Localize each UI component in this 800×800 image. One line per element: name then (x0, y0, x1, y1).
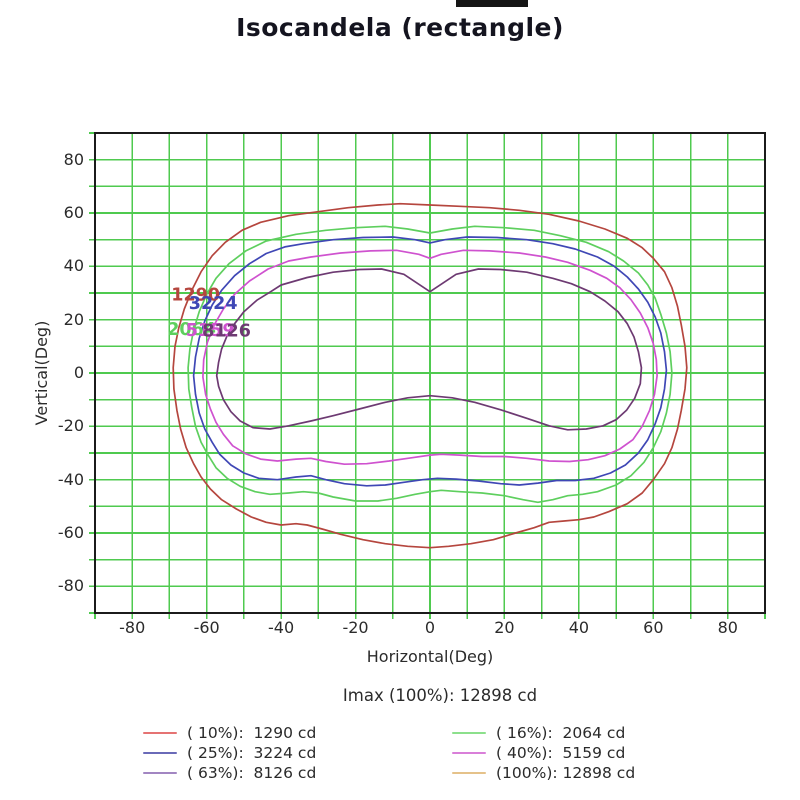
x-axis-title: Horizontal(Deg) (366, 647, 494, 666)
y-tick-label: -60 (57, 523, 84, 542)
legend-label: (100%): 12898 cd (496, 764, 636, 782)
y-tick-label: -20 (57, 416, 84, 436)
x-tick-label: -60 (193, 618, 220, 637)
y-tick-label: -40 (57, 469, 84, 489)
contour-16pct (187, 225, 673, 504)
legend-column-right: ( 16%): 2064 cd ( 40%): 5159 cd (100%): 12… (452, 723, 635, 783)
contour-label-3224: 3224 (189, 294, 238, 314)
top-edge-artifact-bar (456, 0, 528, 7)
imax-label: Imax (100%): 12898 cd (342, 686, 538, 705)
x-tick-label: 80 (717, 618, 738, 637)
legend-swatch-line (452, 752, 486, 754)
contour-label-8126: 8126 (202, 322, 251, 342)
contour-40pct (202, 249, 658, 466)
chart-title: Isocandela (rectangle) (236, 13, 564, 42)
legend-label: ( 25%): 3224 cd (187, 744, 317, 762)
x-tick-label: 0 (424, 618, 436, 637)
legend-row: ( 10%): 1290 cd (143, 723, 316, 743)
contour-label-5159: 5159 (186, 321, 235, 341)
legend-swatch-line (452, 732, 486, 734)
legend-swatch-line (143, 772, 177, 774)
y-tick-label: 0 (73, 363, 84, 382)
legend-label: ( 40%): 5159 cd (496, 744, 626, 762)
contour-label-2064: 2064 (167, 320, 216, 340)
y-tick-label: 60 (63, 203, 84, 222)
x-tick-label: -40 (268, 618, 295, 637)
y-tick-label: -80 (57, 576, 84, 596)
x-tick-label: 40 (568, 618, 590, 637)
plot-border (94, 132, 766, 614)
legend-swatch-line (452, 772, 486, 774)
legend-swatch-line (143, 732, 177, 734)
x-tick-label: 20 (494, 618, 515, 637)
legend-label: ( 16%): 2064 cd (496, 724, 626, 742)
legend-label: ( 10%): 1290 cd (187, 724, 317, 742)
legend-column-left: ( 10%): 1290 cd ( 25%): 3224 cd ( 63%): 81… (143, 723, 316, 783)
y-tick-label: 20 (63, 309, 84, 329)
y-tick-label: 40 (63, 256, 84, 276)
y-tick-label: 80 (63, 149, 84, 169)
legend-swatch-line (143, 752, 177, 754)
legend-label: ( 63%): 8126 cd (187, 764, 317, 782)
x-tick-label: -80 (119, 618, 146, 637)
contour-25pct (192, 236, 668, 487)
legend-row: ( 40%): 5159 cd (452, 743, 635, 763)
legend-row: ( 63%): 8126 cd (143, 763, 316, 783)
x-tick-label: -20 (342, 618, 369, 637)
contour-label-1290: 1290 (171, 286, 220, 306)
legend-row: ( 25%): 3224 cd (143, 743, 316, 763)
x-tick-label: 60 (643, 618, 664, 637)
legend-row: ( 16%): 2064 cd (452, 723, 635, 743)
contour-10pct (172, 202, 688, 549)
legend-row: (100%): 12898 cd (452, 763, 635, 783)
contour-63pct (215, 268, 643, 431)
